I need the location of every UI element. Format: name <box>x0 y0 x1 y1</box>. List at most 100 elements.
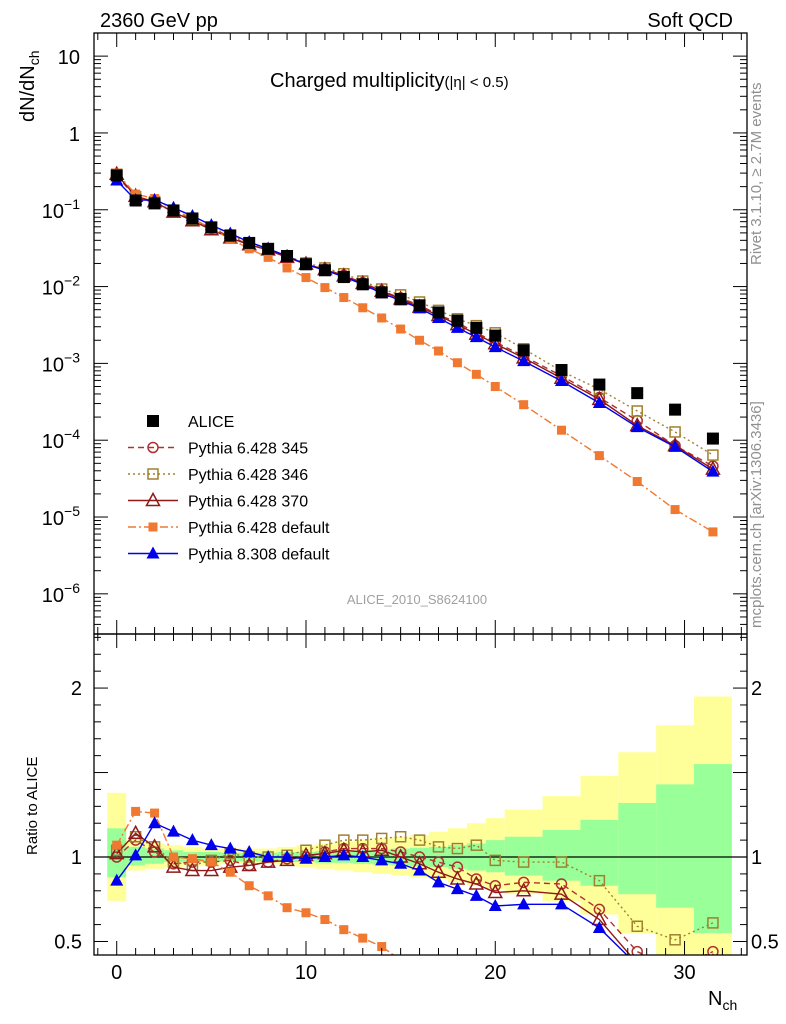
ratio-series-line <box>116 835 714 941</box>
x-tick-label: 10 <box>295 962 317 984</box>
legend-marker <box>147 441 159 454</box>
ratio-data-point <box>413 851 426 863</box>
ratio-data-point <box>432 856 445 868</box>
main-data-point <box>282 263 292 273</box>
stat-band-bin <box>694 764 732 934</box>
main-data-point <box>433 346 443 356</box>
main-series-line <box>116 173 714 456</box>
ratio-data-point <box>244 881 254 891</box>
main-data-point <box>339 293 349 303</box>
ratio-data-point <box>282 903 292 913</box>
main-title: Charged multiplicity(|η| < 0.5) <box>270 70 509 92</box>
ratio-y-tick-label: 0.5 <box>54 931 82 953</box>
main-data-data-point <box>318 264 331 277</box>
ratio-data-point <box>394 856 408 869</box>
ratio-data-point <box>280 850 294 863</box>
main-data-data-point <box>555 364 568 377</box>
main-y-label: dN/dNch <box>17 51 42 123</box>
ratio-data-point <box>491 988 500 997</box>
ratio-data-point <box>432 841 445 853</box>
main-series-4 <box>110 173 720 477</box>
ratio-data-point <box>166 824 180 837</box>
main-data-data-point <box>451 314 464 327</box>
ratio-data-point <box>394 830 407 843</box>
main-data-data-point <box>205 221 218 234</box>
main-data-data-point <box>706 432 719 445</box>
legend-label: Pythia 6.428 345 <box>188 441 308 458</box>
ratio-data-point <box>184 861 201 877</box>
main-data-point <box>301 273 311 283</box>
ratio-data-point <box>261 850 275 863</box>
main-data-point <box>263 252 273 262</box>
ratio-data-point <box>517 856 530 868</box>
main-data-data-point <box>593 378 606 391</box>
ratio-x-axis: 0 10 20 30 <box>97 634 742 984</box>
ratio-data-point <box>637 954 638 955</box>
main-data-data-point <box>281 250 294 263</box>
ratio-data-point <box>223 841 237 854</box>
legend-entry: ALICE <box>147 414 234 431</box>
main-frame <box>93 32 748 635</box>
legend-label: Pythia 6.428 default <box>188 520 330 537</box>
y-tick-label: 10−1 <box>42 196 80 223</box>
main-data-point <box>557 425 567 435</box>
ratio-series-3 <box>112 806 717 1020</box>
ratio-data-point <box>489 854 502 867</box>
main-data-point <box>669 426 681 438</box>
main-x-ticks <box>97 33 742 634</box>
ratio-data-point <box>377 942 387 952</box>
legend-marker <box>146 546 160 559</box>
main-data-point <box>320 283 330 293</box>
main-data-data-point <box>669 403 682 416</box>
mcplots-label: mcplots.cern.ch [arXiv:1306.3436] <box>748 401 765 628</box>
ratio-data-point <box>631 958 644 970</box>
legend-label: Pythia 6.428 346 <box>188 467 308 484</box>
main-data-data-point <box>129 194 142 207</box>
y-tick-label: 10−6 <box>42 580 80 607</box>
main-data-point <box>469 330 483 343</box>
ratio-series-line <box>116 839 714 955</box>
main-data-data-point <box>394 292 407 305</box>
x-axis-label: Nch <box>708 988 737 1013</box>
ratio-data-point <box>431 875 445 888</box>
ratio-data-point <box>708 1011 717 1020</box>
ratio-data-point <box>320 915 330 925</box>
stat-band-bin <box>618 802 657 895</box>
ratio-data-point <box>519 991 528 1000</box>
main-data-data-point <box>262 242 275 255</box>
stat-band-bin <box>504 836 543 876</box>
main-data-data-point <box>224 229 237 242</box>
ratio-data-point <box>108 845 125 860</box>
main-data-point <box>517 354 531 367</box>
ratio-panel: 0.5 0.5 1 1 2 2 0 10 20 30 Ratio to ALICE Nch <box>24 633 779 1020</box>
legend-marker <box>147 415 159 427</box>
main-data-data-point <box>631 387 644 400</box>
stat-band-bin <box>542 829 581 881</box>
ratio-frame <box>93 633 748 956</box>
main-data-point <box>592 396 606 409</box>
legend-label: Pythia 8.308 default <box>188 547 330 564</box>
analysis-id-label: ALICE_2010_S8624100 <box>347 592 487 607</box>
ratio-data-point <box>415 966 424 975</box>
ratio-data-point <box>413 834 426 846</box>
ratio-data-point <box>515 882 532 897</box>
main-data-data-point <box>517 344 530 357</box>
legend: ALICE Pythia 6.428 345 Pythia 6.428 346 Pyt… <box>128 414 330 564</box>
main-data-data-point <box>337 271 350 284</box>
legend-marker <box>145 491 161 507</box>
ratio-data-point <box>299 851 313 864</box>
ratio-data-point <box>338 834 350 846</box>
ratio-data-point <box>669 934 681 946</box>
ratio-data-point <box>450 882 464 895</box>
main-data-point <box>594 451 604 461</box>
ratio-y-tick-label: 1 <box>71 847 82 869</box>
main-data-point <box>555 373 569 386</box>
ratio-data-point <box>127 824 144 840</box>
legend-entry: Pythia 6.428 345 <box>128 441 308 458</box>
ratio-data-point <box>242 844 256 857</box>
main-data-point <box>707 449 719 461</box>
ratio-data-point <box>112 840 122 850</box>
ratio-data-point <box>224 854 237 867</box>
y-tick-label: 10−2 <box>42 273 80 300</box>
y-tick-label: 10−3 <box>42 349 80 376</box>
